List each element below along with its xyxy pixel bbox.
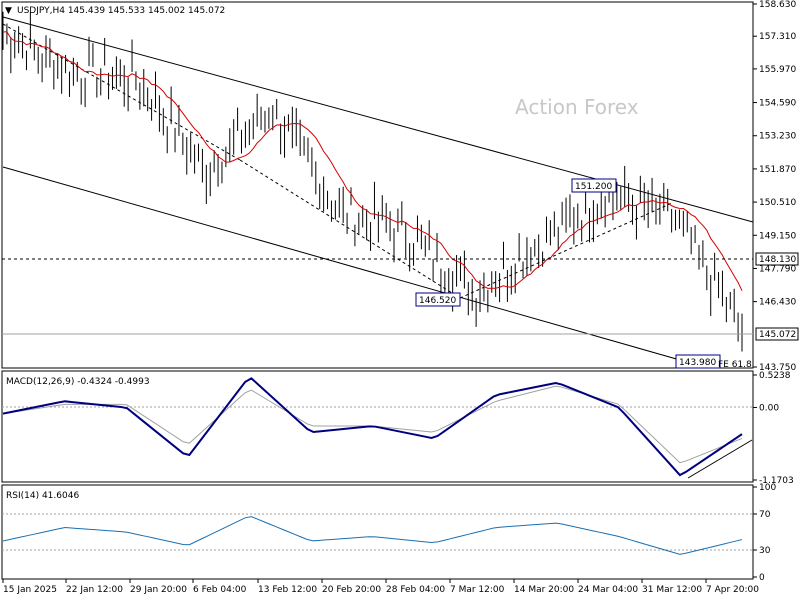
current-price-tag-label: 145.072 bbox=[759, 330, 796, 340]
time-tick-label: 14 Mar 20:00 bbox=[514, 585, 574, 595]
low-label-1: 146.520 bbox=[419, 296, 456, 306]
rsi-axis: 100 70 30 0 bbox=[753, 483, 776, 583]
current-price-tag: 145.072 bbox=[755, 327, 799, 341]
channel-line bbox=[2, 16, 754, 223]
time-tick-label: 7 Apr 20:00 bbox=[706, 585, 759, 595]
rsi-tick-label: 30 bbox=[759, 546, 771, 556]
rsi-tick-label: 100 bbox=[759, 483, 776, 493]
macd-tick-label: -1.1703 bbox=[759, 476, 794, 486]
macd-line bbox=[2, 377, 743, 477]
symbol-header: USDJPY,H4 145.439 145.533 145.002 145.07… bbox=[17, 6, 225, 16]
time-axis: 15 Jan 2025 22 Jan 12:00 29 Jan 20:00 6 Feb… bbox=[2, 579, 759, 595]
time-tick-label: 7 Mar 12:00 bbox=[450, 585, 505, 595]
price-tick-label: 143.750 bbox=[759, 363, 796, 373]
rsi-title: RSI(14) 41.6046 bbox=[6, 491, 79, 501]
macd-trendline bbox=[687, 439, 753, 479]
macd-tick-label: 0.5238 bbox=[759, 371, 791, 381]
price-tick-label: 146.430 bbox=[759, 298, 796, 308]
rsi-tick-label: 70 bbox=[759, 510, 771, 520]
time-tick-label: 6 Feb 04:00 bbox=[193, 585, 247, 595]
macd-tick-label: 0.00 bbox=[759, 403, 779, 413]
low-label-2: 143.980 bbox=[679, 358, 716, 368]
rsi-line bbox=[2, 516, 743, 555]
time-tick-label: 24 Mar 04:00 bbox=[578, 585, 638, 595]
price-tick-label: 149.150 bbox=[759, 231, 796, 241]
rsi-tick-label: 0 bbox=[759, 573, 765, 583]
price-tick-label: 150.510 bbox=[759, 198, 796, 208]
macd-panel-frame bbox=[1, 370, 754, 483]
low-label-box-2: 143.980 bbox=[675, 354, 721, 369]
chevron-down-icon[interactable]: ▼ bbox=[5, 6, 12, 16]
price-tick-label: 155.970 bbox=[759, 65, 796, 75]
channel-line bbox=[2, 166, 681, 361]
time-tick-label: 22 Jan 12:00 bbox=[66, 585, 123, 595]
moving-average-line bbox=[2, 31, 743, 291]
price-level-tag-label: 148.130 bbox=[759, 255, 796, 265]
macd-signal-line bbox=[2, 385, 743, 464]
price-tick-label: 151.870 bbox=[759, 165, 796, 175]
fib-label: FE 61.8 bbox=[718, 360, 752, 370]
high-label: 151.200 bbox=[575, 182, 612, 192]
time-tick-label: 29 Jan 20:00 bbox=[130, 585, 187, 595]
price-level-tag: 148.130 bbox=[755, 252, 799, 266]
low-label-box-1: 146.520 bbox=[415, 292, 461, 307]
trend-dashed-line bbox=[239, 159, 461, 299]
time-tick-label: 28 Feb 04:00 bbox=[386, 585, 445, 595]
price-tick-label: 157.310 bbox=[759, 32, 796, 42]
rsi-panel-frame bbox=[1, 484, 754, 580]
price-panel-frame bbox=[1, 1, 754, 369]
price-tick-label: 153.230 bbox=[759, 132, 796, 142]
price-tick-label: 154.590 bbox=[759, 99, 796, 109]
price-bars bbox=[2, 11, 743, 352]
macd-title: MACD(12,26,9) -0.4324 -0.4993 bbox=[6, 377, 150, 387]
price-axis: 158.630 157.310 155.970 154.590 153.230 151.8… bbox=[753, 0, 796, 373]
high-label-box: 151.200 bbox=[571, 178, 617, 193]
macd-axis: 0.5238 0.00 -1.1703 bbox=[753, 371, 794, 486]
time-tick-label: 13 Feb 12:00 bbox=[258, 585, 317, 595]
watermark: Action Forex bbox=[515, 95, 639, 119]
price-tick-label: 147.790 bbox=[759, 264, 796, 274]
time-tick-label: 15 Jan 2025 bbox=[3, 585, 57, 595]
time-tick-label: 31 Mar 12:00 bbox=[642, 585, 702, 595]
trend-dashed-line bbox=[2, 23, 241, 161]
price-tick-label: 158.630 bbox=[759, 0, 796, 10]
time-tick-label: 20 Feb 20:00 bbox=[322, 585, 381, 595]
